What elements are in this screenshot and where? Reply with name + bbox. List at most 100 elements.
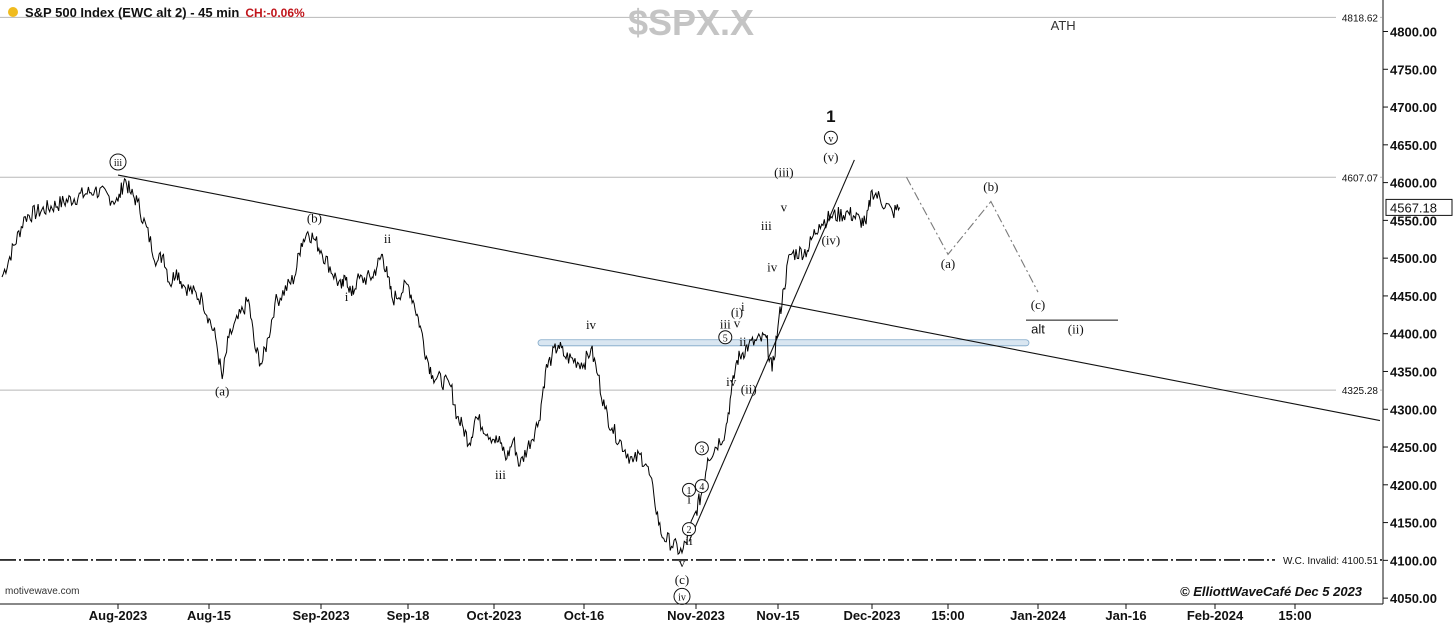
reference-label-bg-3 — [1275, 553, 1380, 566]
wave-label-v-26: v — [781, 199, 788, 214]
price-tick-label-4: 4600.00 — [1390, 176, 1437, 191]
wave-labels: iii(a)(b)iiiiiiivv(c)iv1i2ii34iii5iv(i)v… — [109, 18, 1084, 605]
wave-circle-17 — [718, 330, 733, 345]
wave-label-alt-35: alt — [1031, 322, 1045, 337]
wave-label-iv-9: iv — [678, 592, 686, 603]
title-text: S&P 500 Index (EWC alt 2) - 45 min — [25, 5, 240, 20]
source-text: motivewave.com — [5, 586, 80, 597]
price-tick-label-1: 4750.00 — [1390, 62, 1437, 77]
reference-label-2: 4325.28 — [1342, 386, 1379, 397]
wave-label-5-17: 5 — [723, 333, 728, 344]
change-text: CH:-0.06% — [245, 6, 305, 20]
time-tick-label-10: Jan-2024 — [1010, 608, 1066, 623]
time-tick-label-8: Dec-2023 — [843, 608, 900, 623]
reference-label-bg-1 — [1336, 171, 1380, 184]
wave-label-i-19: (i) — [731, 304, 743, 319]
wave-label-i-11: i — [687, 492, 691, 507]
wave-label-iii-5: iii — [495, 467, 506, 482]
last-price-label: 4567.18 — [1390, 200, 1437, 215]
time-tick-label-5: Oct-16 — [564, 608, 604, 623]
price-tick-label-11: 4250.00 — [1390, 440, 1437, 455]
wave-label-ii-22: ii — [739, 334, 747, 349]
reference-label-0: 4818.62 — [1342, 13, 1379, 24]
wave-label-b-33: (b) — [983, 179, 998, 194]
wave-label-i-21: i — [741, 299, 745, 314]
price-tick-label-13: 4150.00 — [1390, 516, 1437, 531]
wave-label-v-20: v — [734, 316, 741, 331]
wave-circle-12 — [682, 522, 696, 537]
trendline-0 — [117, 174, 1381, 422]
wave-label-1-31: 1 — [826, 107, 835, 126]
wave-label-3-14: 3 — [699, 444, 704, 455]
time-tick-label-6: Nov-2023 — [667, 608, 725, 623]
last-price-box — [1385, 198, 1453, 216]
price-tick-label-10: 4300.00 — [1390, 402, 1437, 417]
time-tick-label-3: Sep-18 — [387, 608, 430, 623]
time-tick-label-11: Jan-16 — [1105, 608, 1146, 623]
wave-label-4-15: 4 — [699, 482, 704, 493]
level-labels: 4818.62 4607.07 4325.28 W.C. Invalid: 4100.… — [1275, 11, 1380, 567]
wave-label-c-8: (c) — [675, 572, 689, 587]
wave-label-2-12: 2 — [687, 525, 692, 536]
reference-label-3: W.C. Invalid: 4100.51 — [1283, 556, 1378, 567]
copyright-text: © ElliottWaveCafé Dec 5 2023 — [1180, 584, 1363, 599]
price-tick-label-8: 4400.00 — [1390, 327, 1437, 342]
reference-label-bg-0 — [1336, 11, 1380, 24]
wave-label-i-3: i — [345, 289, 349, 304]
wave-label-iv-6: iv — [586, 317, 597, 332]
symbol-watermark: $SPX.X — [628, 2, 755, 43]
price-tick-label-9: 4350.00 — [1390, 364, 1437, 379]
price-tick-label-5: 4550.00 — [1390, 213, 1437, 228]
time-tick-label-9: 15:00 — [931, 608, 964, 623]
time-tick-label-4: Oct-2023 — [467, 608, 522, 623]
price-tick-label-6: 4500.00 — [1390, 251, 1437, 266]
time-tick-label-0: Aug-2023 — [89, 608, 148, 623]
wave-circle-30 — [823, 130, 838, 145]
wave-label-ii-36: (ii) — [1068, 322, 1084, 337]
wave-circle-15 — [694, 479, 709, 494]
wave-label-1-10: 1 — [687, 486, 692, 497]
price-tick-label-0: 4800.00 — [1390, 25, 1437, 40]
price-axis: 4800.00 4750.00 4700.00 4650.00 4600.00 4550.… — [1382, 0, 1456, 624]
time-tick-label-1: Aug-15 — [187, 608, 231, 623]
price-tick-label-2: 4700.00 — [1390, 100, 1437, 115]
reference-label-bg-2 — [1336, 384, 1380, 397]
wave-circle-10 — [682, 482, 696, 497]
price-series-line — [1, 177, 901, 556]
price-axis-bg — [1382, 0, 1456, 624]
wave-label-iii-27: (iii) — [774, 165, 794, 180]
time-axis: Aug-2023 Aug-15 Sep-2023 Sep-18 Oct-2023 Oct-… — [0, 603, 1383, 623]
wave-label-iv-28: (iv) — [821, 233, 840, 248]
support-zone — [537, 339, 1030, 347]
price-tick-label-3: 4650.00 — [1390, 138, 1437, 153]
wave-label-c-34: (c) — [1031, 297, 1045, 312]
wave-label-ii-23: (ii) — [741, 381, 757, 396]
time-tick-label-12: Feb-2024 — [1187, 608, 1244, 623]
wave-label-iv-25: iv — [767, 260, 778, 275]
wave-label-iv-18: iv — [726, 374, 737, 389]
price-tick-label-14: 4100.00 — [1390, 553, 1437, 568]
wave-circle-0 — [109, 153, 127, 171]
chart-title: S&P 500 Index (EWC alt 2) - 45 min CH:-0.… — [25, 5, 305, 20]
wave-label-b-2: (b) — [307, 211, 322, 226]
price-tick-label-15: 4050.00 — [1390, 591, 1437, 606]
wave-label-iii-16: iii — [720, 316, 731, 331]
wave-label-v-30: v — [828, 134, 833, 145]
projection-path — [906, 177, 1039, 293]
price-tick-label-12: 4200.00 — [1390, 478, 1437, 493]
time-tick-label-7: Nov-15 — [756, 608, 799, 623]
wave-label-v-29: (v) — [823, 149, 838, 164]
time-tick-label-2: Sep-2023 — [292, 608, 349, 623]
wave-label-a-32: (a) — [941, 256, 955, 271]
status-dot-icon — [8, 7, 18, 17]
wave-circle-14 — [694, 441, 709, 456]
wave-label-iii-24: iii — [761, 218, 772, 233]
wave-label-a-1: (a) — [215, 384, 229, 399]
wave-label-ii-13: ii — [685, 533, 693, 548]
price-tick-label-7: 4450.00 — [1390, 289, 1437, 304]
wave-label-v-7: v — [679, 555, 686, 570]
wave-label-ii-4: ii — [384, 231, 392, 246]
time-tick-label-13: 15:00 — [1278, 608, 1311, 623]
reference-label-1: 4607.07 — [1342, 173, 1379, 184]
